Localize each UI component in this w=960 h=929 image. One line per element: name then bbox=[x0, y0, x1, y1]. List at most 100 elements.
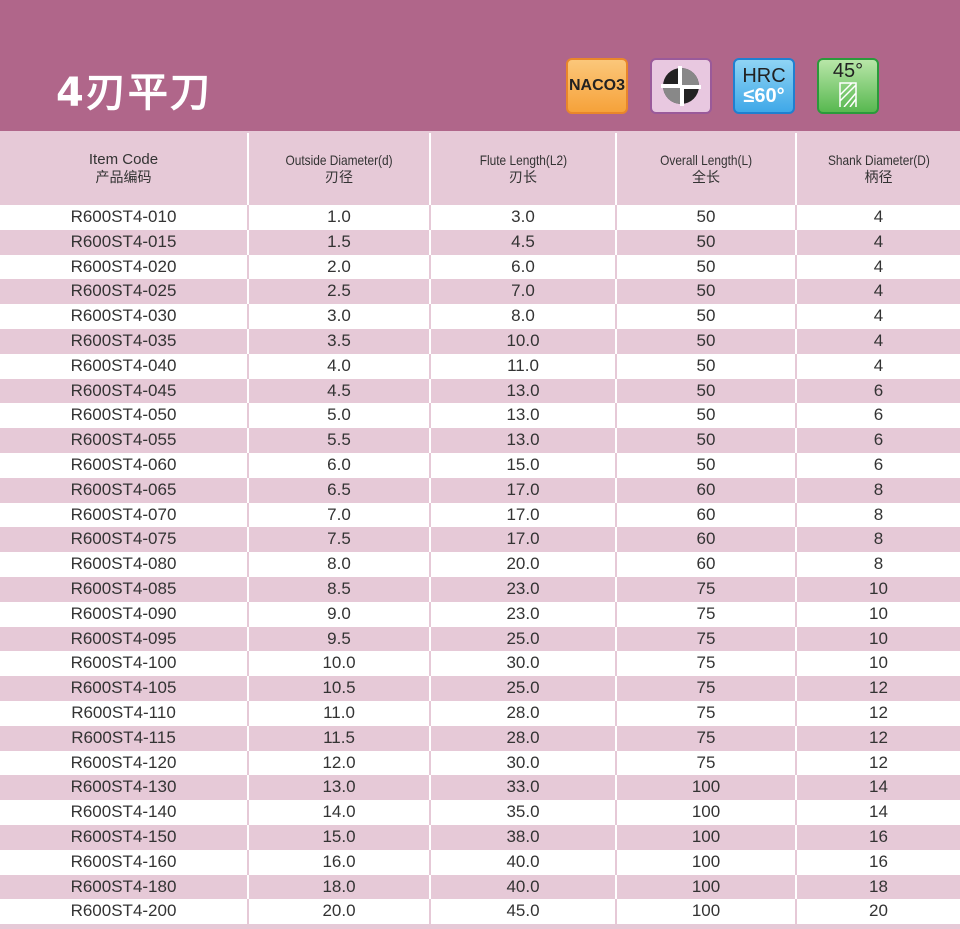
cell-item-code: R600ST4-100 bbox=[0, 651, 249, 677]
table-row: R600ST4-090 9.0 23.0 75 10 bbox=[0, 601, 960, 627]
cell-overall-length: 100 bbox=[617, 849, 797, 875]
column-header-outside-diameter: Outside Diameter(d) 刃径 bbox=[249, 133, 431, 205]
cell-flute-length: 23.0 bbox=[431, 601, 617, 627]
cell-item-code: R600ST4-025 bbox=[0, 279, 249, 305]
cell-outside-diameter: 6.0 bbox=[249, 452, 431, 478]
cell-overall-length: 75 bbox=[617, 576, 797, 602]
title-banner: 4刃平刀 NACO3 HRC ≤60° 45° bbox=[0, 0, 960, 131]
cell-item-code: R600ST4-085 bbox=[0, 576, 249, 602]
cell-flute-length: 35.0 bbox=[431, 800, 617, 825]
cell-outside-diameter: 6.5 bbox=[249, 477, 431, 503]
cell-flute-length: 40.0 bbox=[431, 849, 617, 875]
column-header-flute-length: Flute Length(L2) 刃长 bbox=[431, 133, 617, 205]
cell-shank-diameter: 20 bbox=[869, 901, 888, 921]
cell-flute-length: 8.0 bbox=[431, 304, 617, 329]
cell-shank-diameter: 14 bbox=[869, 777, 888, 797]
header-en: Flute Length(L2) bbox=[479, 152, 567, 168]
helix-icon bbox=[839, 82, 857, 107]
cell-shank-diameter: 6 bbox=[873, 380, 884, 400]
four-flute-cross-section-icon bbox=[650, 58, 712, 114]
cell-overall-length: 75 bbox=[617, 601, 797, 627]
cell-flute-length: 13.0 bbox=[431, 378, 617, 404]
cell-item-code: R600ST4-060 bbox=[0, 452, 249, 478]
cell-shank-diameter: 14 bbox=[869, 802, 888, 822]
cell-outside-diameter: 16.0 bbox=[249, 849, 431, 875]
table-row: R600ST4-200 20.0 45.0 100 20 bbox=[0, 899, 960, 925]
table-row: R600ST4-045 4.5 13.0 50 6 bbox=[0, 378, 960, 404]
table-row: R600ST4-075 7.5 17.0 60 8 bbox=[0, 527, 960, 553]
cell-item-code: R600ST4-010 bbox=[0, 205, 249, 230]
cell-outside-diameter: 3.5 bbox=[249, 328, 431, 354]
table-row: R600ST4-180 18.0 40.0 100 18 bbox=[0, 874, 960, 900]
cell-overall-length: 50 bbox=[617, 353, 797, 379]
cell-overall-length: 50 bbox=[617, 328, 797, 354]
cell-overall-length: 75 bbox=[617, 700, 797, 726]
table-row: R600ST4-120 12.0 30.0 75 12 bbox=[0, 750, 960, 776]
header-zh: 刃径 bbox=[325, 170, 353, 186]
cell-item-code: R600ST4-105 bbox=[0, 676, 249, 701]
table-row: R600ST4-130 13.0 33.0 100 14 bbox=[0, 775, 960, 801]
cell-flute-length: 38.0 bbox=[431, 824, 617, 850]
cell-item-code: R600ST4-110 bbox=[0, 700, 249, 726]
table-row: R600ST4-055 5.5 13.0 50 6 bbox=[0, 428, 960, 453]
helix-angle-label: 45° bbox=[832, 60, 864, 82]
table-row: R600ST4-025 2.5 7.0 50 4 bbox=[0, 279, 960, 305]
cell-shank-diameter: 6 bbox=[873, 405, 884, 425]
cell-shank-diameter: 8 bbox=[873, 529, 884, 549]
header-zh: 刃长 bbox=[509, 170, 537, 186]
cell-overall-length: 75 bbox=[617, 750, 797, 776]
cell-shank-diameter: 10 bbox=[869, 653, 888, 673]
cell-flute-length: 20.0 bbox=[431, 552, 617, 577]
cell-overall-length: 50 bbox=[617, 205, 797, 230]
cell-overall-length: 60 bbox=[617, 502, 797, 528]
cell-flute-length: 30.0 bbox=[431, 651, 617, 677]
cell-item-code: R600ST4-150 bbox=[0, 824, 249, 850]
cell-outside-diameter: 20.0 bbox=[249, 899, 431, 925]
column-header-overall-length: Overall Length(L) 全长 bbox=[617, 133, 797, 205]
table-body: R600ST4-010 1.0 3.0 50 4 R600ST4-015 1.5 4.5 50 4… bbox=[0, 205, 960, 925]
cell-outside-diameter: 7.0 bbox=[249, 502, 431, 528]
cell-overall-length: 50 bbox=[617, 229, 797, 255]
table-row: R600ST4-070 7.0 17.0 60 8 bbox=[0, 502, 960, 528]
cell-outside-diameter: 9.0 bbox=[249, 601, 431, 627]
cell-shank-diameter: 8 bbox=[873, 479, 884, 499]
cell-item-code: R600ST4-200 bbox=[0, 899, 249, 925]
cell-flute-length: 25.0 bbox=[431, 626, 617, 652]
header-zh: 全长 bbox=[692, 170, 720, 186]
table-row: R600ST4-140 14.0 35.0 100 14 bbox=[0, 800, 960, 825]
cell-outside-diameter: 5.0 bbox=[249, 403, 431, 429]
table-row: R600ST4-060 6.0 15.0 50 6 bbox=[0, 452, 960, 478]
cell-outside-diameter: 11.0 bbox=[249, 700, 431, 726]
cell-overall-length: 50 bbox=[617, 304, 797, 329]
cell-outside-diameter: 1.0 bbox=[249, 205, 431, 230]
cell-flute-length: 11.0 bbox=[431, 353, 617, 379]
cell-shank-diameter: 6 bbox=[873, 430, 884, 450]
table-row: R600ST4-160 16.0 40.0 100 16 bbox=[0, 849, 960, 875]
cell-shank-diameter: 12 bbox=[869, 752, 888, 772]
cell-item-code: R600ST4-095 bbox=[0, 626, 249, 652]
hardness-badge: HRC ≤60° bbox=[733, 58, 795, 114]
cell-outside-diameter: 8.0 bbox=[249, 552, 431, 577]
cell-flute-length: 7.0 bbox=[431, 279, 617, 305]
cell-shank-diameter: 10 bbox=[869, 578, 888, 598]
cell-item-code: R600ST4-115 bbox=[0, 725, 249, 751]
cell-flute-length: 40.0 bbox=[431, 874, 617, 900]
cell-item-code: R600ST4-120 bbox=[0, 750, 249, 776]
hrc-value: ≤60° bbox=[743, 85, 785, 107]
cell-shank-diameter: 10 bbox=[869, 628, 888, 648]
header-en: Item Code bbox=[88, 151, 159, 168]
cell-outside-diameter: 4.0 bbox=[249, 353, 431, 379]
cell-outside-diameter: 2.5 bbox=[249, 279, 431, 305]
cell-flute-length: 17.0 bbox=[431, 477, 617, 503]
cell-flute-length: 30.0 bbox=[431, 750, 617, 776]
cell-flute-length: 25.0 bbox=[431, 676, 617, 701]
cell-flute-length: 4.5 bbox=[431, 229, 617, 255]
cell-item-code: R600ST4-080 bbox=[0, 552, 249, 577]
cell-flute-length: 3.0 bbox=[431, 205, 617, 230]
cell-item-code: R600ST4-055 bbox=[0, 428, 249, 453]
cell-shank-diameter: 4 bbox=[873, 231, 884, 251]
cell-flute-length: 28.0 bbox=[431, 725, 617, 751]
cell-item-code: R600ST4-035 bbox=[0, 328, 249, 354]
cell-item-code: R600ST4-065 bbox=[0, 477, 249, 503]
cell-item-code: R600ST4-180 bbox=[0, 874, 249, 900]
